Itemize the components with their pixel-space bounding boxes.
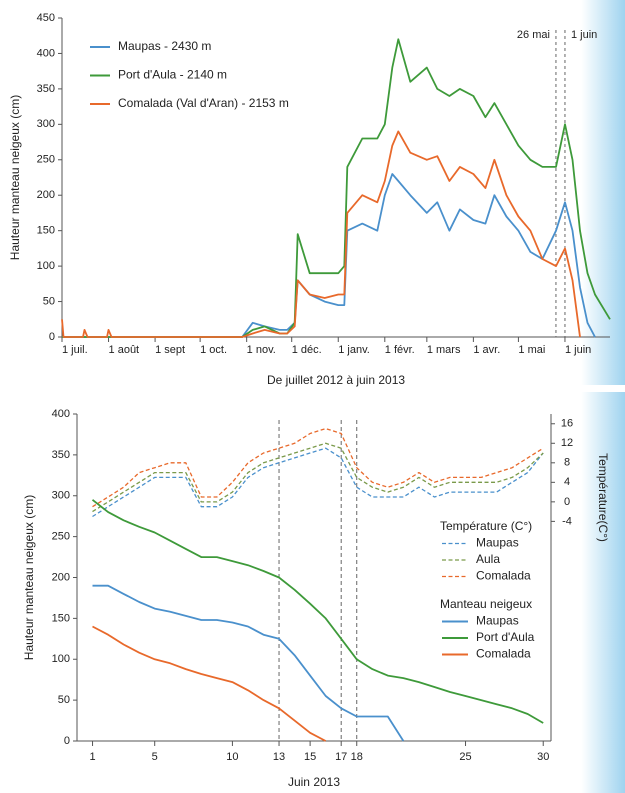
y-tick-label: 0 <box>49 331 55 343</box>
legend-label: Comalada (Val d'Aran) - 2153 m <box>118 96 289 110</box>
x-tick-label: 1 sept <box>155 344 185 356</box>
y-tick-label: 350 <box>37 83 55 95</box>
y-tick-label: 0 <box>64 735 70 747</box>
y-tick-label: 100 <box>52 653 70 665</box>
y-tick-label: 250 <box>52 531 70 543</box>
legend-box <box>432 514 544 666</box>
y2-tick-label: 4 <box>564 476 570 488</box>
y2-tick-label: 16 <box>561 418 573 430</box>
x-tick-label: 25 <box>459 751 471 763</box>
y2-tick-label: 12 <box>561 437 573 449</box>
y-tick-label: 50 <box>58 694 70 706</box>
x-tick-label: 1 mai <box>518 344 545 356</box>
y-tick-label: 450 <box>37 12 55 24</box>
x-tick-label: 13 <box>273 751 285 763</box>
y-tick-label: 250 <box>37 154 55 166</box>
legend-label: Maupas - 2430 m <box>118 39 211 53</box>
y-tick-label: 300 <box>52 490 70 502</box>
y-axis-title: Hauteur manteau neigeux (cm) <box>8 95 22 260</box>
y2-tick-label: 8 <box>564 457 570 469</box>
series-line <box>62 38 611 338</box>
x-axis-title: De juillet 2012 à juin 2013 <box>267 373 405 387</box>
series-line <box>92 442 544 513</box>
legend-label: Aula <box>476 552 500 566</box>
y-tick-label: 150 <box>37 225 55 237</box>
y-tick-label: 50 <box>43 295 55 307</box>
y-tick-label: 350 <box>52 449 70 461</box>
x-tick-label: 1 août <box>109 344 140 356</box>
y-tick-label: 300 <box>37 118 55 130</box>
x-tick-label: 1 oct. <box>200 344 227 356</box>
x-tick-label: 1 janv. <box>338 344 370 356</box>
x-tick-label: 1 juin <box>565 344 591 356</box>
x-tick-label: 1 avr. <box>473 344 500 356</box>
y2-axis-title: Température(C°) <box>596 453 610 542</box>
legend-label: Port d'Aula <box>476 630 535 644</box>
x-tick-label: 1 <box>89 751 95 763</box>
legend-title: Température (C°) <box>440 519 532 533</box>
y-tick-label: 400 <box>37 47 55 59</box>
y2-tick-label: 0 <box>564 496 570 508</box>
legend-label: Comalada <box>476 647 531 661</box>
x-tick-label: 1 juil. <box>62 344 88 356</box>
x-tick-label: 1 mars <box>427 344 461 356</box>
panel-background <box>0 0 625 385</box>
series-line <box>92 625 327 742</box>
series-line <box>92 584 405 742</box>
y-tick-label: 200 <box>37 189 55 201</box>
y-tick-label: 400 <box>52 408 70 420</box>
annotation: 26 mai <box>517 29 550 41</box>
x-tick-label: 10 <box>226 751 238 763</box>
y-tick-label: 200 <box>52 571 70 583</box>
y-tick-label: 150 <box>52 612 70 624</box>
legend-title: Manteau neigeux <box>440 597 532 611</box>
legend-label: Maupas <box>476 614 519 628</box>
x-tick-label: 1 déc. <box>292 344 322 356</box>
x-tick-label: 1 nov. <box>247 344 276 356</box>
legend-label: Port d'Aula - 2140 m <box>118 68 227 82</box>
y-tick-label: 100 <box>37 260 55 272</box>
legend-label: Comalada <box>476 569 531 583</box>
y-axis-title: Hauteur manteau neigeux (cm) <box>22 495 36 660</box>
x-tick-label: 18 <box>351 751 363 763</box>
annotation: 1 juin <box>571 29 597 41</box>
x-tick-label: 30 <box>537 751 549 763</box>
series-line <box>92 447 544 518</box>
x-axis-title: Juin 2013 <box>288 775 340 789</box>
x-tick-label: 17 <box>335 751 347 763</box>
series-line <box>92 427 544 508</box>
x-tick-label: 5 <box>152 751 158 763</box>
series-line <box>61 130 581 338</box>
legend-label: Maupas <box>476 536 519 550</box>
series-line <box>91 499 544 724</box>
x-tick-label: 1 févr. <box>385 344 415 356</box>
y2-tick-label: -4 <box>562 515 572 527</box>
x-tick-label: 15 <box>304 751 316 763</box>
